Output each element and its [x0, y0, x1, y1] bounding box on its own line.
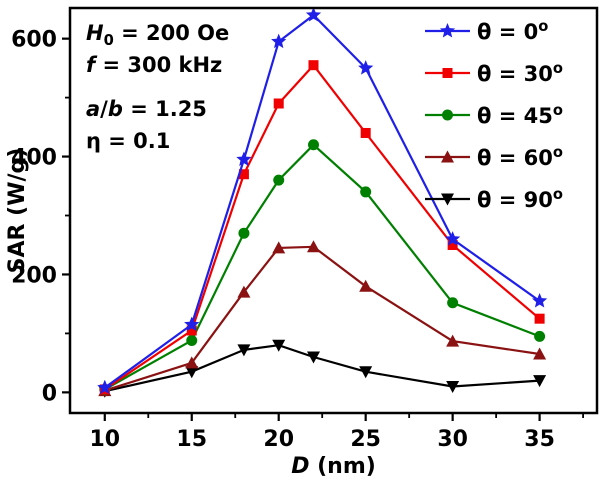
- annotation-line: a/b = 1.25: [86, 97, 207, 121]
- legend-label: θ = 45o: [477, 102, 563, 128]
- triangle-down-marker-icon: [533, 375, 547, 388]
- triangle-down-marker-icon: [441, 193, 454, 206]
- triangle-down-marker-icon: [272, 339, 286, 352]
- circle-marker-icon: [307, 139, 319, 151]
- triangle-up-marker-icon: [533, 347, 547, 360]
- star-marker-icon: [271, 33, 287, 49]
- star-marker-icon: [236, 151, 252, 166]
- y-tick-label: 200: [11, 263, 57, 288]
- star-marker-icon: [184, 316, 200, 331]
- legend-entry-theta-0: θ = 0o: [425, 18, 548, 44]
- square-marker-icon: [308, 60, 319, 71]
- star-marker-icon: [358, 60, 374, 75]
- y-tick-label: 0: [42, 381, 57, 406]
- legend-label: θ = 0o: [477, 18, 548, 44]
- circle-marker-icon: [238, 227, 250, 239]
- circle-marker-icon: [186, 334, 198, 346]
- triangle-down-marker-icon: [185, 366, 199, 379]
- legend-entry-theta-45: θ = 45o: [425, 102, 563, 128]
- circle-marker-icon: [273, 174, 285, 186]
- triangle-up-marker-icon: [441, 150, 454, 163]
- x-tick-label: 15: [176, 427, 207, 452]
- y-tick-label: 600: [11, 28, 57, 53]
- star-marker-icon: [445, 231, 461, 246]
- series-line-theta-30: [104, 63, 541, 391]
- annotation-line: f = 300 kHz: [86, 53, 222, 77]
- plot-frame: [68, 6, 599, 415]
- legend-entry-theta-90: θ = 90o: [425, 186, 563, 212]
- series-line-theta-90: [104, 344, 540, 393]
- square-marker-icon: [442, 68, 453, 78]
- triangle-up-marker-icon: [306, 240, 320, 253]
- star-marker-icon: [532, 293, 548, 308]
- series-line-theta-0: [104, 13, 541, 389]
- legend-entry-theta-30: θ = 30o: [425, 60, 563, 86]
- series-theta-60: [98, 240, 547, 397]
- square-marker-icon: [238, 169, 249, 180]
- star-marker-icon: [97, 379, 113, 395]
- legend-entry-theta-60: θ = 60o: [425, 144, 563, 170]
- square-marker-icon: [273, 98, 284, 109]
- square-marker-icon: [447, 239, 458, 250]
- series-line-theta-45: [104, 143, 540, 391]
- annotation-line: H0 = 200 Oe: [86, 21, 229, 49]
- x-tick-label: 25: [350, 427, 381, 452]
- square-marker-icon: [534, 313, 545, 324]
- circle-marker-icon: [442, 109, 453, 121]
- y-axis-title: SAR (W/g): [5, 148, 30, 274]
- triangle-down-marker-icon: [237, 344, 251, 357]
- series-theta-0: [97, 7, 548, 395]
- star-marker-icon: [439, 23, 456, 38]
- star-marker-icon: [305, 7, 322, 22]
- square-marker-icon: [186, 325, 197, 336]
- triangle-down-marker-icon: [359, 366, 373, 379]
- series-line-theta-60: [104, 245, 540, 392]
- triangle-down-marker-icon: [446, 380, 460, 393]
- x-tick-label: 35: [524, 427, 555, 452]
- circle-marker-icon: [534, 330, 546, 342]
- square-marker-icon: [360, 127, 371, 138]
- x-tick-label: 30: [437, 427, 468, 452]
- legend-label: θ = 60o: [477, 144, 563, 170]
- triangle-up-marker-icon: [185, 356, 199, 369]
- x-axis-title: D (nm): [291, 454, 376, 479]
- x-tick-label: 10: [89, 427, 120, 452]
- x-tick-label: 20: [263, 427, 294, 452]
- circle-marker-icon: [447, 297, 459, 309]
- y-tick-label: 400: [11, 146, 57, 171]
- triangle-up-marker-icon: [359, 279, 373, 292]
- triangle-up-marker-icon: [446, 334, 460, 347]
- triangle-up-marker-icon: [272, 241, 286, 254]
- annotation-line: η = 0.1: [86, 129, 170, 153]
- triangle-down-marker-icon: [306, 351, 320, 364]
- circle-marker-icon: [360, 186, 372, 198]
- triangle-up-marker-icon: [237, 285, 251, 298]
- legend-label: θ = 90o: [477, 186, 563, 212]
- legend-label: θ = 30o: [477, 60, 563, 86]
